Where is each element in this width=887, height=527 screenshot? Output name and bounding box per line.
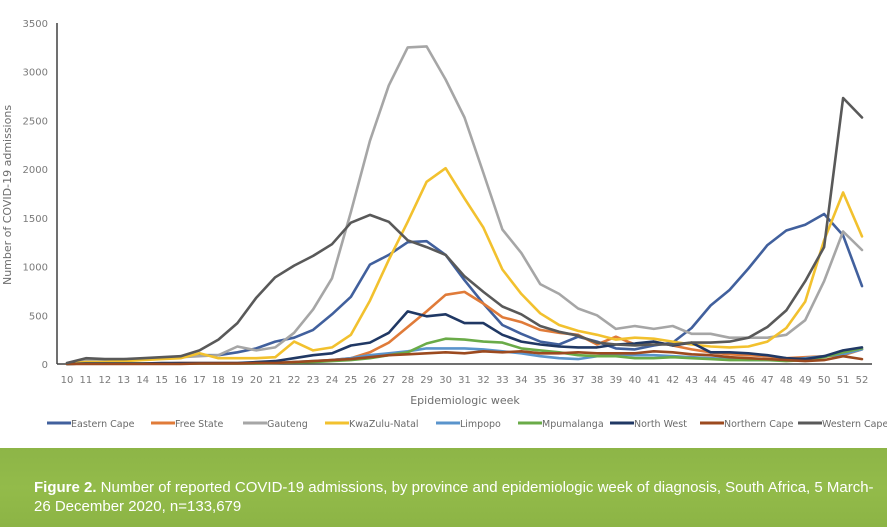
figure-caption-banner: Figure 2. Number of reported COVID-19 ad… xyxy=(0,448,887,527)
chart-area: 0 500 1000 1500 2000 2500 3000 3500 10 11 12 13 14 15… xyxy=(1,19,887,430)
series-line-kwazulu-natal xyxy=(65,166,864,365)
x-tick-label: 37 xyxy=(572,375,585,386)
x-tick-label: 20 xyxy=(250,375,263,386)
x-tick-label: 34 xyxy=(515,375,528,386)
legend-label: North West xyxy=(634,419,687,430)
series-layer xyxy=(65,45,864,366)
x-tick-label: 24 xyxy=(326,375,339,386)
x-tick-label: 23 xyxy=(307,375,320,386)
x-tick-label: 38 xyxy=(591,375,604,386)
legend: Eastern Cape Free State Gauteng KwaZulu-Nat… xyxy=(47,419,887,430)
x-tick-label: 41 xyxy=(647,375,660,386)
figure-caption: Figure 2. Number of reported COVID-19 ad… xyxy=(34,478,874,516)
y-tick-label: 1500 xyxy=(23,214,48,225)
x-tick-label: 52 xyxy=(856,375,869,386)
series-line-northern-cape xyxy=(65,349,864,366)
legend-item: Northern Cape xyxy=(700,419,794,430)
legend-label: Free State xyxy=(175,419,223,430)
x-tick-label: 18 xyxy=(212,375,225,386)
x-tick-label: 29 xyxy=(420,375,433,386)
y-tick-label: 2500 xyxy=(23,116,48,127)
legend-label: Eastern Cape xyxy=(71,419,135,430)
legend-label: Gauteng xyxy=(267,419,308,430)
legend-item: Western Cape xyxy=(798,419,887,430)
legend-item: North West xyxy=(610,419,687,430)
legend-item: Eastern Cape xyxy=(47,419,135,430)
x-axis-title: Epidemiologic week xyxy=(410,394,520,407)
x-tick-label: 36 xyxy=(553,375,566,386)
x-tick-label: 11 xyxy=(80,375,93,386)
x-tick-label: 16 xyxy=(174,375,187,386)
y-tick-label: 500 xyxy=(29,311,48,322)
x-tick-label: 19 xyxy=(231,375,244,386)
x-tick-label: 49 xyxy=(799,375,812,386)
legend-label: Western Cape xyxy=(822,419,887,430)
figure-label: Figure 2. xyxy=(34,479,97,496)
y-tick-label: 3000 xyxy=(23,68,48,79)
x-tick-label: 25 xyxy=(345,375,358,386)
x-tick-label: 48 xyxy=(780,375,793,386)
x-tick-label: 40 xyxy=(628,375,641,386)
series-line-mpumalanga xyxy=(65,337,864,366)
legend-label: KwaZulu-Natal xyxy=(349,419,419,430)
x-tick-label: 44 xyxy=(704,375,717,386)
y-tick-label: 1000 xyxy=(23,263,48,274)
x-tick-label: 27 xyxy=(382,375,395,386)
x-tick-label: 13 xyxy=(117,375,130,386)
x-tick-label: 28 xyxy=(401,375,414,386)
x-tick-label: 46 xyxy=(742,375,755,386)
x-tick-label: 10 xyxy=(61,375,74,386)
y-tick-label: 3500 xyxy=(23,19,48,30)
y-axis-title: Number of COVID-19 admissions xyxy=(1,105,14,285)
legend-label: Northern Cape xyxy=(724,419,794,430)
x-tick-label: 42 xyxy=(666,375,679,386)
x-tick-label: 47 xyxy=(761,375,774,386)
x-tick-label: 31 xyxy=(458,375,471,386)
legend-item: KwaZulu-Natal xyxy=(325,419,419,430)
legend-item: Mpumalanga xyxy=(518,419,604,430)
x-tick-label: 22 xyxy=(288,375,301,386)
x-tick-label: 45 xyxy=(723,375,736,386)
y-tick-label: 2000 xyxy=(23,165,48,176)
x-tick-label: 12 xyxy=(98,375,111,386)
x-tick-label: 21 xyxy=(269,375,282,386)
x-tick-label: 39 xyxy=(610,375,623,386)
series-line-western-cape xyxy=(65,96,864,365)
legend-item: Gauteng xyxy=(243,419,308,430)
x-tick-label: 35 xyxy=(534,375,547,386)
x-tick-label: 17 xyxy=(193,375,206,386)
x-tick-label: 50 xyxy=(818,375,831,386)
axes: 0 500 1000 1500 2000 2500 3000 3500 10 11 12 13 14 15… xyxy=(23,19,872,386)
x-tick-label: 30 xyxy=(439,375,452,386)
x-tick-label: 14 xyxy=(136,375,149,386)
x-tick-label: 51 xyxy=(837,375,850,386)
series-line-eastern-cape xyxy=(65,212,864,365)
legend-label: Mpumalanga xyxy=(542,419,604,430)
legend-item: Limpopo xyxy=(436,419,501,430)
series-line-gauteng xyxy=(65,45,864,365)
legend-item: Free State xyxy=(151,419,223,430)
x-tick-label: 26 xyxy=(363,375,376,386)
y-tick-label: 0 xyxy=(42,360,48,371)
x-tick-label: 33 xyxy=(496,375,509,386)
x-tick-label: 43 xyxy=(685,375,698,386)
figure-caption-text: Number of reported COVID-19 admissions, … xyxy=(34,479,874,515)
legend-label: Limpopo xyxy=(460,419,501,430)
x-tick-label: 32 xyxy=(477,375,490,386)
x-tick-label: 15 xyxy=(155,375,168,386)
line-chart: 0 500 1000 1500 2000 2500 3000 3500 10 11 12 13 14 15… xyxy=(1,19,887,430)
